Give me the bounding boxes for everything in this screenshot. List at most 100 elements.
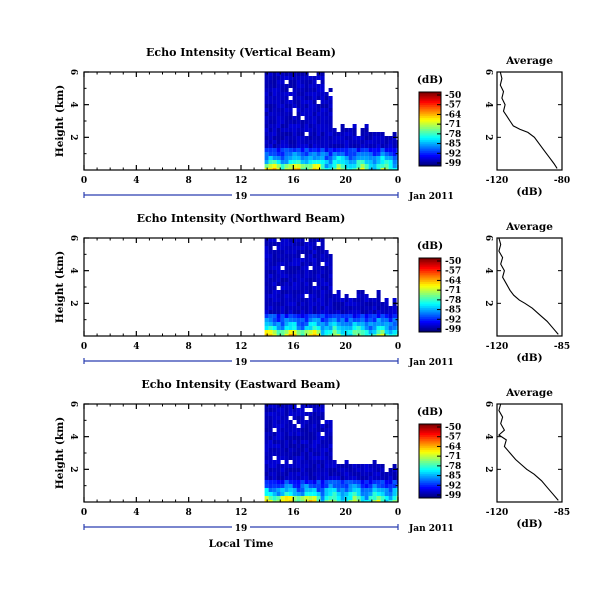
- profile-y-tick-label: 4: [483, 268, 493, 274]
- heatmap-cell: [268, 484, 273, 488]
- heatmap-cell: [312, 436, 317, 440]
- heatmap-cell: [320, 444, 325, 448]
- heatmap-cell: [276, 80, 281, 84]
- heatmap-cell: [272, 322, 277, 326]
- heatmap-cell: [328, 492, 333, 496]
- heatmap-cell: [348, 500, 353, 502]
- heatmap-cell: [264, 96, 269, 100]
- heatmap-cell: [332, 144, 337, 148]
- colorbar-swatch: [419, 462, 441, 466]
- heatmap-cell: [344, 334, 349, 336]
- heatmap-cell: [392, 156, 397, 160]
- heatmap-cell: [300, 436, 305, 440]
- heatmap-cell: [324, 254, 329, 258]
- heatmap-cell: [300, 262, 305, 266]
- heatmap-cell: [284, 76, 289, 80]
- heatmap-cell: [328, 286, 333, 290]
- heatmap-cell: [268, 242, 273, 246]
- heatmap-field: [264, 238, 398, 336]
- colorbar-tick-label: -64: [445, 276, 461, 286]
- heatmap-cell: [316, 72, 321, 76]
- heatmap-cell: [352, 492, 357, 496]
- heatmap-cell: [276, 432, 281, 436]
- colorbar-swatch: [419, 444, 441, 447]
- heatmap-cell: [296, 168, 301, 170]
- heatmap-cell: [316, 258, 321, 262]
- colorbar-swatch: [419, 274, 441, 277]
- heatmap-cell: [320, 88, 325, 92]
- profile-x-tick-label: -120: [486, 342, 509, 352]
- heatmap-cell: [280, 290, 285, 294]
- heatmap-cell: [268, 96, 273, 100]
- heatmap-cell: [392, 334, 397, 336]
- heatmap-cell: [392, 144, 397, 148]
- heatmap-cell: [296, 152, 301, 156]
- heatmap-cell: [292, 484, 297, 488]
- heatmap-cell: [288, 484, 293, 488]
- heatmap-cell: [268, 404, 273, 408]
- heatmap-cell: [304, 144, 309, 148]
- heatmap-cell: [360, 480, 365, 484]
- heatmap-cell: [276, 164, 281, 168]
- heatmap-cell: [364, 492, 369, 496]
- colorbar-tick-label: -78: [445, 130, 461, 140]
- colorbar-swatch: [419, 289, 441, 292]
- heatmap-cell: [360, 306, 365, 310]
- heatmap-cell: [320, 152, 325, 156]
- heatmap-cell: [316, 424, 321, 428]
- heatmap-cell: [276, 440, 281, 444]
- heatmap-cell: [264, 132, 269, 136]
- heatmap-cell: [316, 148, 321, 152]
- heatmap-cell: [360, 492, 365, 496]
- heatmap-cell: [392, 168, 397, 170]
- heatmap-cell: [348, 472, 353, 476]
- heatmap-cell: [284, 330, 289, 334]
- heatmap-cell: [320, 322, 325, 326]
- heatmap-cell: [304, 428, 309, 432]
- heatmap-cell: [280, 310, 285, 314]
- heatmap-cell: [384, 164, 389, 168]
- heatmap-cell: [316, 164, 321, 168]
- heatmap-cell: [280, 72, 285, 76]
- heatmap-cell: [320, 456, 325, 460]
- heatmap-cell: [280, 468, 285, 472]
- heatmap-cell: [380, 468, 385, 472]
- heatmap-cell: [276, 302, 281, 306]
- heatmap-cell: [276, 436, 281, 440]
- heatmap-cell: [284, 460, 289, 464]
- colorbar-tick-label: -78: [445, 462, 461, 472]
- heatmap-cell: [272, 132, 277, 136]
- colorbar-swatch: [419, 322, 441, 325]
- heatmap-cell: [288, 250, 293, 254]
- heatmap-cell: [332, 298, 337, 302]
- heatmap-cell: [264, 424, 269, 428]
- month-label: Jan 2011: [408, 192, 454, 202]
- heatmap-cell: [340, 326, 345, 330]
- heatmap-cell: [296, 108, 301, 112]
- heatmap-cell: [264, 448, 269, 452]
- heatmap-cell: [288, 156, 293, 160]
- heatmap-cell: [264, 282, 269, 286]
- heatmap-cell: [332, 496, 337, 500]
- heatmap-cell: [292, 456, 297, 460]
- heatmap-cell: [300, 322, 305, 326]
- heatmap-cell: [348, 476, 353, 480]
- heatmap-cell: [344, 310, 349, 314]
- colorbar-swatch: [419, 496, 441, 499]
- heatmap-cell: [268, 432, 273, 436]
- heatmap-cell: [268, 254, 273, 258]
- heatmap-cell: [384, 306, 389, 310]
- heatmap-cell: [320, 282, 325, 286]
- heatmap-cell: [304, 120, 309, 124]
- heatmap-cell: [368, 326, 373, 330]
- heatmap-cell: [372, 148, 377, 152]
- heatmap-cell: [320, 72, 325, 76]
- heatmap-cell: [324, 282, 329, 286]
- heatmap-cell: [296, 72, 301, 76]
- heatmap-cell: [320, 298, 325, 302]
- heatmap-cell: [396, 488, 398, 492]
- heatmap-cell: [296, 136, 301, 140]
- heatmap-cell: [272, 480, 277, 484]
- heatmap-cell: [344, 330, 349, 334]
- colorbar-swatch: [419, 304, 441, 307]
